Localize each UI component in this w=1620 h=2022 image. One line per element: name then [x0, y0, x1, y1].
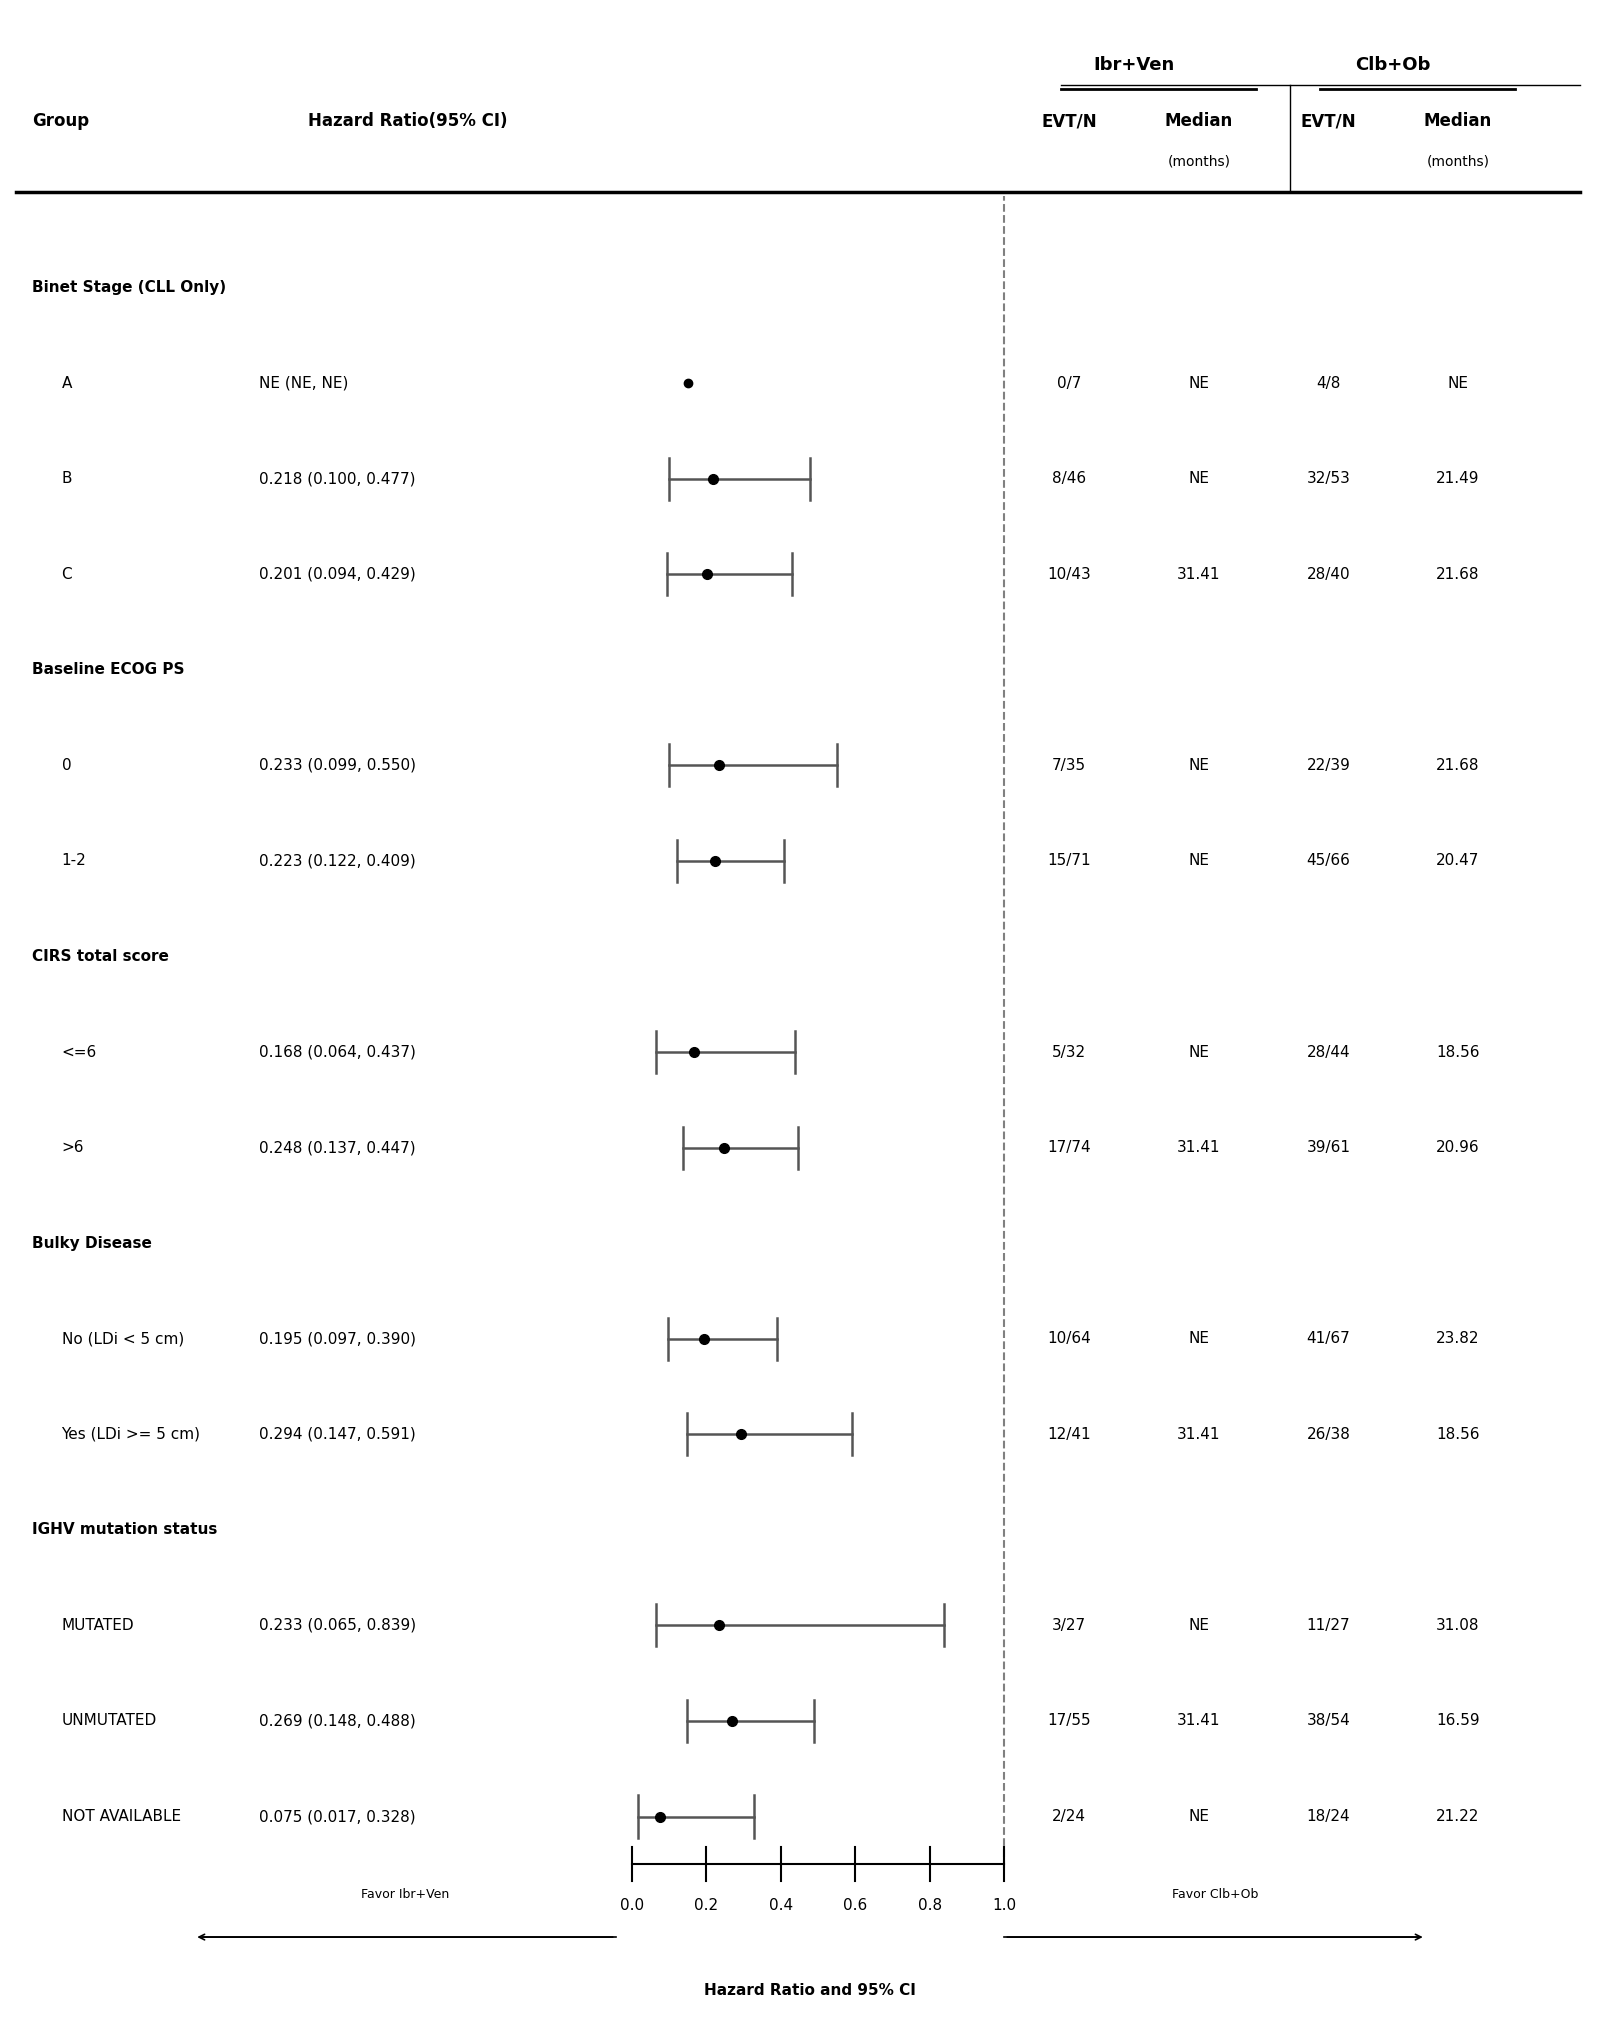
Text: 0.075 (0.017, 0.328): 0.075 (0.017, 0.328)	[259, 1810, 416, 1824]
Text: 15/71: 15/71	[1048, 853, 1090, 869]
Text: 0.6: 0.6	[844, 1899, 867, 1913]
Text: Favor Clb+Ob: Favor Clb+Ob	[1171, 1889, 1259, 1901]
Text: 10/43: 10/43	[1047, 566, 1092, 582]
Text: NE: NE	[1448, 376, 1468, 390]
Text: 0.8: 0.8	[919, 1899, 941, 1913]
Text: (months): (months)	[1427, 156, 1489, 168]
Text: 18.56: 18.56	[1437, 1045, 1479, 1060]
Text: 38/54: 38/54	[1306, 1713, 1351, 1729]
Text: Hazard Ratio and 95% CI: Hazard Ratio and 95% CI	[705, 1984, 915, 1998]
Text: 31.41: 31.41	[1178, 1428, 1220, 1442]
Text: Hazard Ratio(95% CI): Hazard Ratio(95% CI)	[308, 113, 507, 129]
Text: NE: NE	[1189, 853, 1209, 869]
Text: NE (NE, NE): NE (NE, NE)	[259, 376, 348, 390]
Text: 0.4: 0.4	[770, 1899, 792, 1913]
Text: Median: Median	[1165, 113, 1233, 129]
Text: 18.56: 18.56	[1437, 1428, 1479, 1442]
Text: NE: NE	[1189, 758, 1209, 772]
Text: 28/40: 28/40	[1307, 566, 1349, 582]
Text: B: B	[62, 471, 71, 485]
Text: NE: NE	[1189, 1330, 1209, 1347]
Text: 18/24: 18/24	[1307, 1810, 1349, 1824]
Text: UNMUTATED: UNMUTATED	[62, 1713, 157, 1729]
Text: Ibr+Ven: Ibr+Ven	[1094, 57, 1174, 73]
Text: 5/32: 5/32	[1051, 1045, 1087, 1060]
Text: 0.195 (0.097, 0.390): 0.195 (0.097, 0.390)	[259, 1330, 416, 1347]
Text: 0.168 (0.064, 0.437): 0.168 (0.064, 0.437)	[259, 1045, 416, 1060]
Text: Clb+Ob: Clb+Ob	[1356, 57, 1430, 73]
Text: <=6: <=6	[62, 1045, 97, 1060]
Text: 21.68: 21.68	[1437, 758, 1479, 772]
Text: 1-2: 1-2	[62, 853, 86, 869]
Text: 16.59: 16.59	[1437, 1713, 1479, 1729]
Text: 23.82: 23.82	[1437, 1330, 1479, 1347]
Text: 41/67: 41/67	[1306, 1330, 1351, 1347]
Text: NOT AVAILABLE: NOT AVAILABLE	[62, 1810, 181, 1824]
Text: 31.41: 31.41	[1178, 1713, 1220, 1729]
Text: Yes (LDi >= 5 cm): Yes (LDi >= 5 cm)	[62, 1428, 201, 1442]
Text: CIRS total score: CIRS total score	[32, 948, 168, 964]
Text: A: A	[62, 376, 71, 390]
Text: 0.2: 0.2	[695, 1899, 718, 1913]
Text: 7/35: 7/35	[1051, 758, 1087, 772]
Text: NE: NE	[1189, 1810, 1209, 1824]
Text: NE: NE	[1189, 471, 1209, 485]
Text: Median: Median	[1424, 113, 1492, 129]
Text: 0/7: 0/7	[1056, 376, 1082, 390]
Text: EVT/N: EVT/N	[1301, 113, 1356, 129]
Text: 4/8: 4/8	[1315, 376, 1341, 390]
Text: 17/55: 17/55	[1048, 1713, 1090, 1729]
Text: 31.41: 31.41	[1178, 566, 1220, 582]
Text: (months): (months)	[1168, 156, 1230, 168]
Text: 20.47: 20.47	[1437, 853, 1479, 869]
Text: 0.218 (0.100, 0.477): 0.218 (0.100, 0.477)	[259, 471, 416, 485]
Text: 32/53: 32/53	[1306, 471, 1351, 485]
Text: C: C	[62, 566, 73, 582]
Text: 3/27: 3/27	[1051, 1618, 1087, 1634]
Text: Favor Ibr+Ven: Favor Ibr+Ven	[361, 1889, 449, 1901]
Text: 45/66: 45/66	[1306, 853, 1351, 869]
Text: EVT/N: EVT/N	[1042, 113, 1097, 129]
Text: 0.248 (0.137, 0.447): 0.248 (0.137, 0.447)	[259, 1140, 416, 1155]
Text: 21.22: 21.22	[1437, 1810, 1479, 1824]
Text: 0.269 (0.148, 0.488): 0.269 (0.148, 0.488)	[259, 1713, 416, 1729]
Text: Bulky Disease: Bulky Disease	[32, 1235, 152, 1252]
Text: IGHV mutation status: IGHV mutation status	[32, 1523, 217, 1537]
Text: 31.08: 31.08	[1437, 1618, 1479, 1634]
Text: 0.233 (0.099, 0.550): 0.233 (0.099, 0.550)	[259, 758, 416, 772]
Text: Group: Group	[32, 113, 89, 129]
Text: 31.41: 31.41	[1178, 1140, 1220, 1155]
Text: 21.68: 21.68	[1437, 566, 1479, 582]
Text: 10/64: 10/64	[1047, 1330, 1092, 1347]
Text: 8/46: 8/46	[1051, 471, 1087, 485]
Text: 0: 0	[62, 758, 71, 772]
Text: NE: NE	[1189, 1618, 1209, 1634]
Text: Binet Stage (CLL Only): Binet Stage (CLL Only)	[32, 281, 227, 295]
Text: 26/38: 26/38	[1306, 1428, 1351, 1442]
Text: 28/44: 28/44	[1307, 1045, 1349, 1060]
Text: 0.294 (0.147, 0.591): 0.294 (0.147, 0.591)	[259, 1428, 416, 1442]
Text: MUTATED: MUTATED	[62, 1618, 134, 1634]
Text: 17/74: 17/74	[1048, 1140, 1090, 1155]
Text: 0.201 (0.094, 0.429): 0.201 (0.094, 0.429)	[259, 566, 416, 582]
Text: 20.96: 20.96	[1437, 1140, 1479, 1155]
Text: 12/41: 12/41	[1048, 1428, 1090, 1442]
Text: 2/24: 2/24	[1053, 1810, 1085, 1824]
Text: NE: NE	[1189, 1045, 1209, 1060]
Text: 11/27: 11/27	[1307, 1618, 1349, 1634]
Text: 1.0: 1.0	[993, 1899, 1016, 1913]
Text: 22/39: 22/39	[1306, 758, 1351, 772]
Text: 0.0: 0.0	[620, 1899, 643, 1913]
Text: No (LDi < 5 cm): No (LDi < 5 cm)	[62, 1330, 183, 1347]
Text: 0.223 (0.122, 0.409): 0.223 (0.122, 0.409)	[259, 853, 416, 869]
Text: Baseline ECOG PS: Baseline ECOG PS	[32, 663, 185, 677]
Text: >6: >6	[62, 1140, 84, 1155]
Text: NE: NE	[1189, 376, 1209, 390]
Text: 0.233 (0.065, 0.839): 0.233 (0.065, 0.839)	[259, 1618, 416, 1634]
Text: 39/61: 39/61	[1306, 1140, 1351, 1155]
Text: 21.49: 21.49	[1437, 471, 1479, 485]
